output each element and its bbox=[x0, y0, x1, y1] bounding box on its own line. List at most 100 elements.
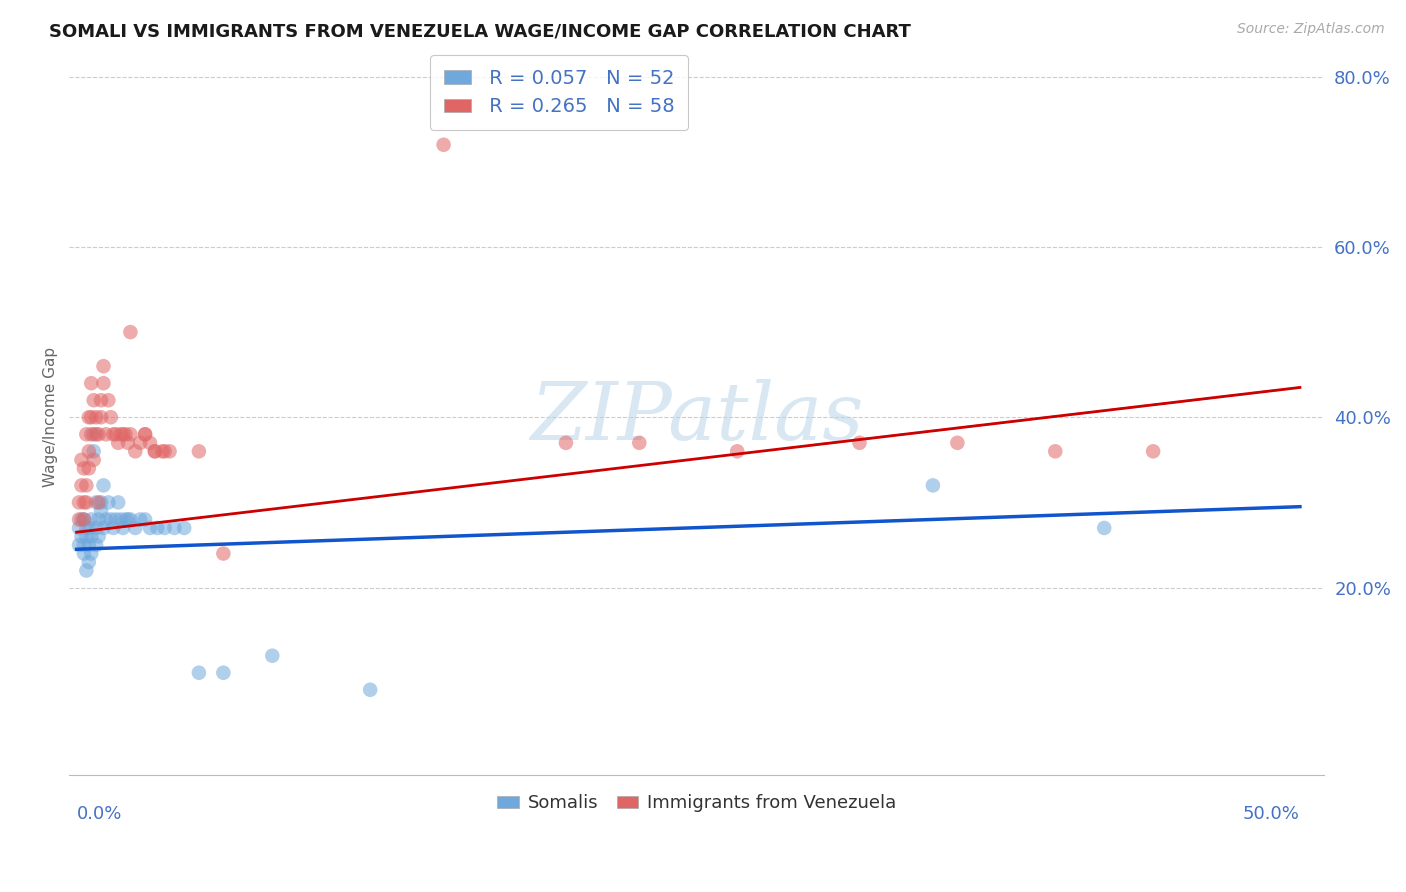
Point bbox=[159, 444, 181, 458]
Point bbox=[87, 512, 110, 526]
Point bbox=[80, 547, 103, 561]
Point bbox=[77, 461, 100, 475]
Point bbox=[93, 359, 115, 374]
Text: SOMALI VS IMMIGRANTS FROM VENEZUELA WAGE/INCOME GAP CORRELATION CHART: SOMALI VS IMMIGRANTS FROM VENEZUELA WAGE… bbox=[49, 22, 911, 40]
Point bbox=[77, 444, 100, 458]
Text: 50.0%: 50.0% bbox=[1243, 805, 1301, 823]
Point bbox=[110, 512, 132, 526]
Point bbox=[134, 427, 156, 442]
Point bbox=[212, 665, 235, 680]
Point bbox=[1092, 521, 1115, 535]
Point bbox=[87, 529, 110, 543]
Point bbox=[94, 427, 117, 442]
Point bbox=[75, 478, 97, 492]
Point bbox=[83, 453, 105, 467]
Point bbox=[946, 435, 969, 450]
Point bbox=[80, 410, 103, 425]
Point bbox=[67, 512, 90, 526]
Point bbox=[117, 512, 139, 526]
Point bbox=[107, 495, 129, 509]
Point bbox=[84, 538, 107, 552]
Point bbox=[103, 427, 125, 442]
Point bbox=[75, 564, 97, 578]
Point bbox=[432, 137, 454, 152]
Point bbox=[114, 512, 136, 526]
Point bbox=[129, 435, 152, 450]
Point bbox=[70, 478, 93, 492]
Point bbox=[94, 512, 117, 526]
Point bbox=[80, 376, 103, 391]
Point bbox=[75, 529, 97, 543]
Point bbox=[83, 393, 105, 408]
Point bbox=[922, 478, 945, 492]
Point bbox=[93, 376, 115, 391]
Point bbox=[100, 512, 122, 526]
Point bbox=[97, 495, 120, 509]
Point bbox=[1142, 444, 1164, 458]
Point bbox=[146, 521, 169, 535]
Point bbox=[153, 444, 176, 458]
Point bbox=[97, 393, 120, 408]
Point bbox=[93, 521, 115, 535]
Point bbox=[73, 538, 96, 552]
Point bbox=[103, 521, 125, 535]
Point bbox=[87, 495, 110, 509]
Point bbox=[139, 521, 162, 535]
Point bbox=[173, 521, 195, 535]
Point bbox=[848, 435, 870, 450]
Point bbox=[153, 521, 176, 535]
Point bbox=[104, 512, 127, 526]
Point bbox=[143, 444, 166, 458]
Point bbox=[73, 461, 96, 475]
Point bbox=[75, 521, 97, 535]
Point bbox=[112, 521, 135, 535]
Point bbox=[70, 529, 93, 543]
Point bbox=[77, 521, 100, 535]
Point bbox=[124, 521, 146, 535]
Point bbox=[75, 495, 97, 509]
Point bbox=[107, 435, 129, 450]
Point bbox=[187, 444, 209, 458]
Point bbox=[73, 512, 96, 526]
Legend: Somalis, Immigrants from Venezuela: Somalis, Immigrants from Venezuela bbox=[489, 787, 904, 820]
Point bbox=[73, 512, 96, 526]
Point bbox=[120, 325, 142, 339]
Point bbox=[70, 453, 93, 467]
Point bbox=[150, 444, 173, 458]
Point bbox=[110, 427, 132, 442]
Point bbox=[75, 427, 97, 442]
Point bbox=[67, 521, 90, 535]
Point bbox=[143, 444, 166, 458]
Point bbox=[93, 478, 115, 492]
Point bbox=[187, 665, 209, 680]
Point bbox=[84, 427, 107, 442]
Text: Source: ZipAtlas.com: Source: ZipAtlas.com bbox=[1237, 22, 1385, 37]
Point bbox=[84, 521, 107, 535]
Point bbox=[87, 427, 110, 442]
Point bbox=[77, 410, 100, 425]
Point bbox=[90, 410, 112, 425]
Point bbox=[80, 512, 103, 526]
Point bbox=[134, 512, 156, 526]
Point bbox=[83, 427, 105, 442]
Point bbox=[124, 444, 146, 458]
Point bbox=[555, 435, 578, 450]
Point bbox=[1045, 444, 1067, 458]
Point bbox=[112, 427, 135, 442]
Point bbox=[67, 495, 90, 509]
Point bbox=[212, 547, 235, 561]
Point bbox=[77, 555, 100, 569]
Point bbox=[100, 410, 122, 425]
Point bbox=[80, 427, 103, 442]
Point bbox=[120, 512, 142, 526]
Point bbox=[628, 435, 651, 450]
Point bbox=[73, 547, 96, 561]
Point bbox=[90, 504, 112, 518]
Point bbox=[84, 410, 107, 425]
Point bbox=[83, 444, 105, 458]
Point bbox=[70, 512, 93, 526]
Point bbox=[359, 682, 381, 697]
Point bbox=[84, 495, 107, 509]
Text: 0.0%: 0.0% bbox=[76, 805, 122, 823]
Point bbox=[163, 521, 186, 535]
